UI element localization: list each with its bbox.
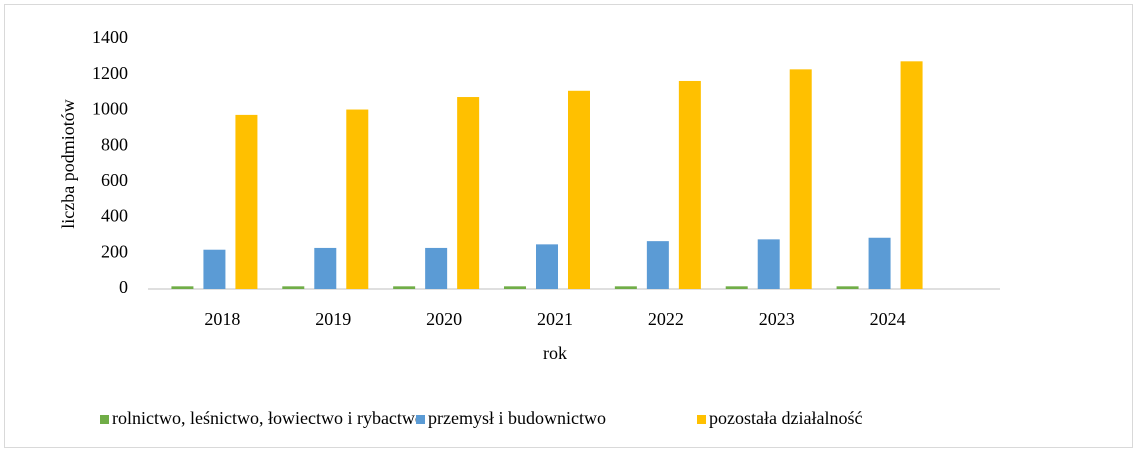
legend-swatch: [697, 415, 706, 424]
y-tick-label: 600: [101, 170, 128, 190]
bar: [836, 286, 859, 289]
x-tick-label: 2019: [315, 309, 351, 329]
x-tick-label: 2020: [426, 309, 462, 329]
bar: [725, 286, 748, 289]
x-tick-label: 2024: [870, 309, 906, 329]
bar: [393, 286, 416, 289]
bar: [868, 237, 891, 289]
bar: [235, 114, 258, 290]
y-tick-label: 800: [101, 134, 128, 154]
bar: [536, 244, 558, 289]
legend-label: przemysł i budownictwo: [428, 408, 606, 428]
bar: [614, 286, 637, 289]
bar: [425, 247, 448, 289]
bar: [171, 286, 194, 289]
legend-swatch: [416, 415, 425, 424]
y-tick-label: 1000: [92, 99, 128, 119]
bar: [282, 286, 305, 289]
bar: [900, 61, 923, 290]
y-tick-label: 1400: [92, 27, 128, 47]
bar: [678, 80, 701, 289]
bar: [504, 286, 526, 289]
x-axis-label: rok: [543, 343, 567, 363]
x-tick-label: 2023: [759, 309, 795, 329]
y-tick-label: 1200: [92, 63, 128, 83]
x-tick-label: 2022: [648, 309, 684, 329]
y-tick-label: 0: [119, 277, 128, 297]
bar: [568, 90, 590, 290]
legend-label: pozostała działalność: [709, 408, 862, 428]
bar: [203, 249, 226, 289]
bar: [646, 241, 669, 289]
bar: [346, 109, 369, 290]
legend-label: rolnictwo, leśnictwo, łowiectwo i rybact…: [112, 408, 424, 428]
bar: [314, 247, 337, 289]
y-tick-label: 200: [101, 241, 128, 261]
y-tick-label: 400: [101, 206, 128, 226]
bar: [789, 69, 812, 289]
y-axis-label: liczba podmiotów: [58, 99, 78, 228]
bar: [457, 97, 480, 290]
legend-swatch: [100, 415, 109, 424]
bar: [757, 239, 780, 289]
x-tick-label: 2021: [537, 309, 573, 329]
x-tick-label: 2018: [204, 309, 240, 329]
